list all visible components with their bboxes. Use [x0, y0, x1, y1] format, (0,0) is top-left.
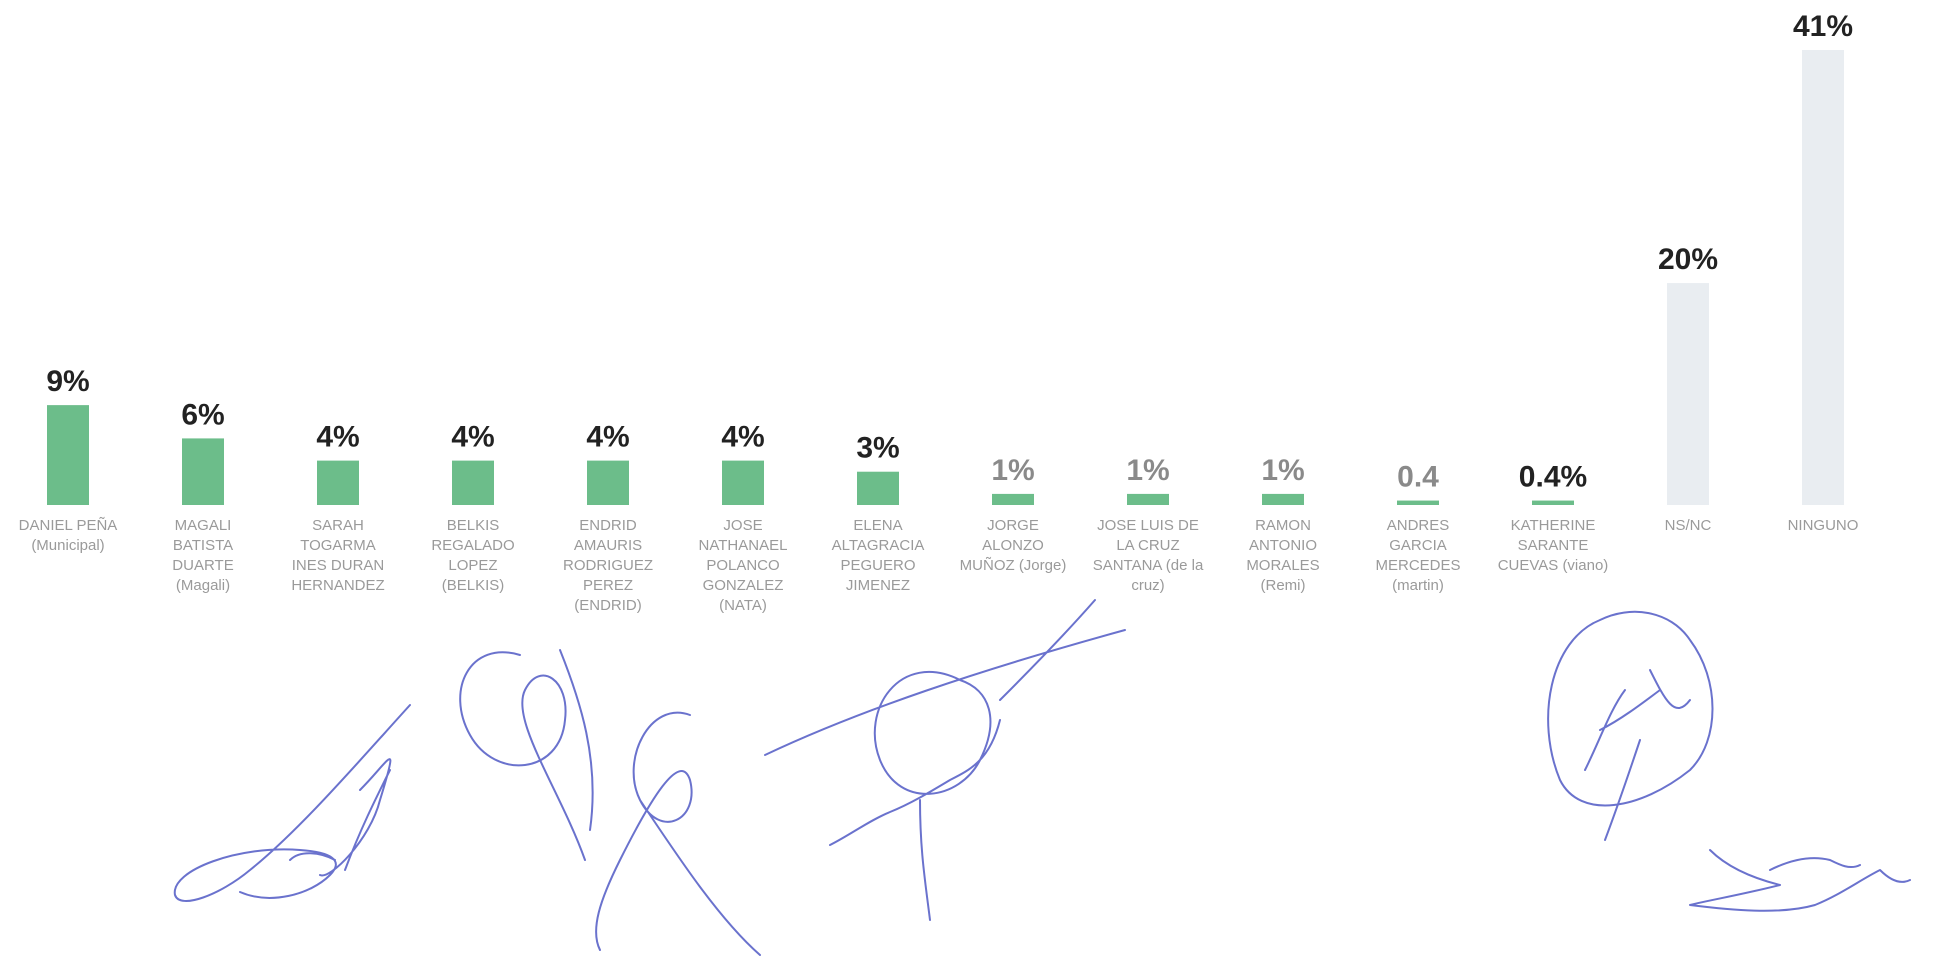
- category-label-12-line-2: SARANTE: [1518, 537, 1589, 554]
- bar-5: [587, 460, 629, 505]
- category-label-3-line-1: SARAH: [312, 517, 364, 534]
- value-label-12: 0.4%: [1519, 461, 1587, 494]
- category-label-2-line-1: MAGALI: [175, 517, 232, 534]
- category-label-2-line-4: (Magali): [176, 577, 230, 594]
- bar-8: [992, 493, 1034, 505]
- value-label-3: 4%: [316, 421, 359, 454]
- category-label-9-line-2: LA CRUZ: [1116, 537, 1179, 554]
- category-label-8-line-1: JORGE: [987, 517, 1039, 534]
- category-label-1-line-2: (Municipal): [31, 537, 104, 554]
- category-label-4-line-1: BELKIS: [447, 517, 500, 534]
- category-label-2-line-3: DUARTE: [172, 557, 233, 574]
- category-label-6-line-2: NATHANAEL: [699, 537, 788, 554]
- category-label-7-line-1: ELENA: [853, 517, 902, 534]
- category-label-5-line-1: ENDRID: [579, 517, 637, 534]
- category-label-11-line-2: GARCIA: [1389, 537, 1447, 554]
- category-label-3-line-4: HERNANDEZ: [291, 577, 384, 594]
- category-label-7-line-2: ALTAGRACIA: [832, 537, 925, 554]
- category-label-9-line-3: SANTANA (de la: [1093, 557, 1204, 574]
- value-label-7: 3%: [856, 432, 899, 465]
- bar-10: [1262, 493, 1304, 505]
- category-label-12-line-1: KATHERINE: [1511, 517, 1596, 534]
- category-label-6-line-4: GONZALEZ: [703, 577, 784, 594]
- category-label-5-line-3: RODRIGUEZ: [563, 557, 653, 574]
- category-label-8-line-3: MUÑOZ (Jorge): [960, 557, 1067, 574]
- value-label-14: 41%: [1793, 10, 1853, 43]
- category-label-14-line-1: NINGUNO: [1788, 517, 1859, 534]
- signature-3: [764, 599, 1126, 921]
- value-labels-group: 9% 6% 4% 4% 4% 4% 3% 1% 1% 1% 0.4 0.4% 20% 41%: [46, 10, 1853, 494]
- category-labels-group: DANIEL PEÑA (Municipal) MAGALI BATISTA DUART…: [19, 517, 1859, 614]
- category-label-6-line-1: JOSE: [723, 517, 762, 534]
- bar-1: [47, 405, 89, 505]
- bar-2: [182, 438, 224, 505]
- category-label-10-line-1: RAMON: [1255, 517, 1311, 534]
- category-label-10-line-2: ANTONIO: [1249, 537, 1317, 554]
- bar-14: [1802, 50, 1844, 505]
- signature-4: [1547, 610, 1714, 841]
- category-label-13-line-1: NS/NC: [1665, 517, 1712, 534]
- value-label-6: 4%: [721, 421, 764, 454]
- bar-13: [1667, 283, 1709, 505]
- signature-5: [1689, 849, 1911, 912]
- category-label-4-line-3: LOPEZ: [448, 557, 497, 574]
- category-label-7-line-4: JIMENEZ: [846, 577, 910, 594]
- category-label-5-line-2: AMAURIS: [574, 537, 642, 554]
- bar-4: [452, 460, 494, 505]
- category-label-9-line-4: cruz): [1131, 577, 1164, 594]
- value-label-8: 1%: [991, 454, 1034, 487]
- bars-group: [47, 50, 1844, 505]
- bar-6: [722, 460, 764, 505]
- category-label-10-line-4: (Remi): [1261, 577, 1306, 594]
- category-label-1-line-1: DANIEL PEÑA: [19, 517, 118, 534]
- value-label-11: 0.4: [1397, 461, 1439, 494]
- signature-1: [173, 704, 411, 902]
- value-label-5: 4%: [586, 421, 629, 454]
- bar-3: [317, 460, 359, 505]
- category-label-2-line-2: BATISTA: [173, 537, 233, 554]
- category-label-12-line-3: CUEVAS (viano): [1498, 557, 1609, 574]
- category-label-6-line-3: POLANCO: [706, 557, 779, 574]
- category-label-3-line-2: TOGARMA: [300, 537, 376, 554]
- value-label-9: 1%: [1126, 454, 1169, 487]
- value-label-13: 20%: [1658, 243, 1718, 276]
- category-label-11-line-3: MERCEDES: [1375, 557, 1460, 574]
- value-label-4: 4%: [451, 421, 494, 454]
- category-label-11-line-4: (martin): [1392, 577, 1444, 594]
- value-label-10: 1%: [1261, 454, 1304, 487]
- category-label-4-line-2: REGALADO: [431, 537, 514, 554]
- signature-2: [459, 649, 761, 956]
- category-label-5-line-4: PEREZ: [583, 577, 633, 594]
- bar-7: [857, 471, 899, 505]
- category-label-6-line-5: (NATA): [719, 597, 767, 614]
- category-label-4-line-4: (BELKIS): [442, 577, 505, 594]
- bar-12: [1532, 500, 1574, 505]
- category-label-3-line-3: INES DURAN: [292, 557, 385, 574]
- value-label-1: 9%: [46, 365, 89, 398]
- category-label-11-line-1: ANDRES: [1387, 517, 1450, 534]
- category-label-10-line-3: MORALES: [1246, 557, 1319, 574]
- category-label-5-line-5: (ENDRID): [574, 597, 642, 614]
- bar-9: [1127, 493, 1169, 505]
- category-label-7-line-3: PEGUERO: [840, 557, 915, 574]
- signatures-group: [173, 599, 1911, 956]
- value-label-2: 6%: [181, 398, 224, 431]
- category-label-8-line-2: ALONZO: [982, 537, 1044, 554]
- bar-11: [1397, 500, 1439, 505]
- category-label-9-line-1: JOSE LUIS DE: [1097, 517, 1199, 534]
